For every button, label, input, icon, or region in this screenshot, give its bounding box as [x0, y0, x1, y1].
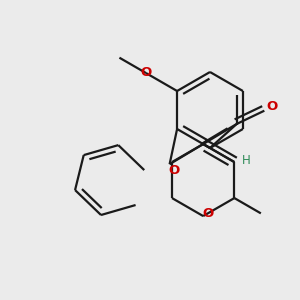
Text: O: O [168, 164, 179, 177]
Text: O: O [267, 100, 278, 113]
Text: O: O [202, 207, 214, 220]
Text: O: O [140, 67, 152, 80]
Text: H: H [242, 154, 251, 166]
